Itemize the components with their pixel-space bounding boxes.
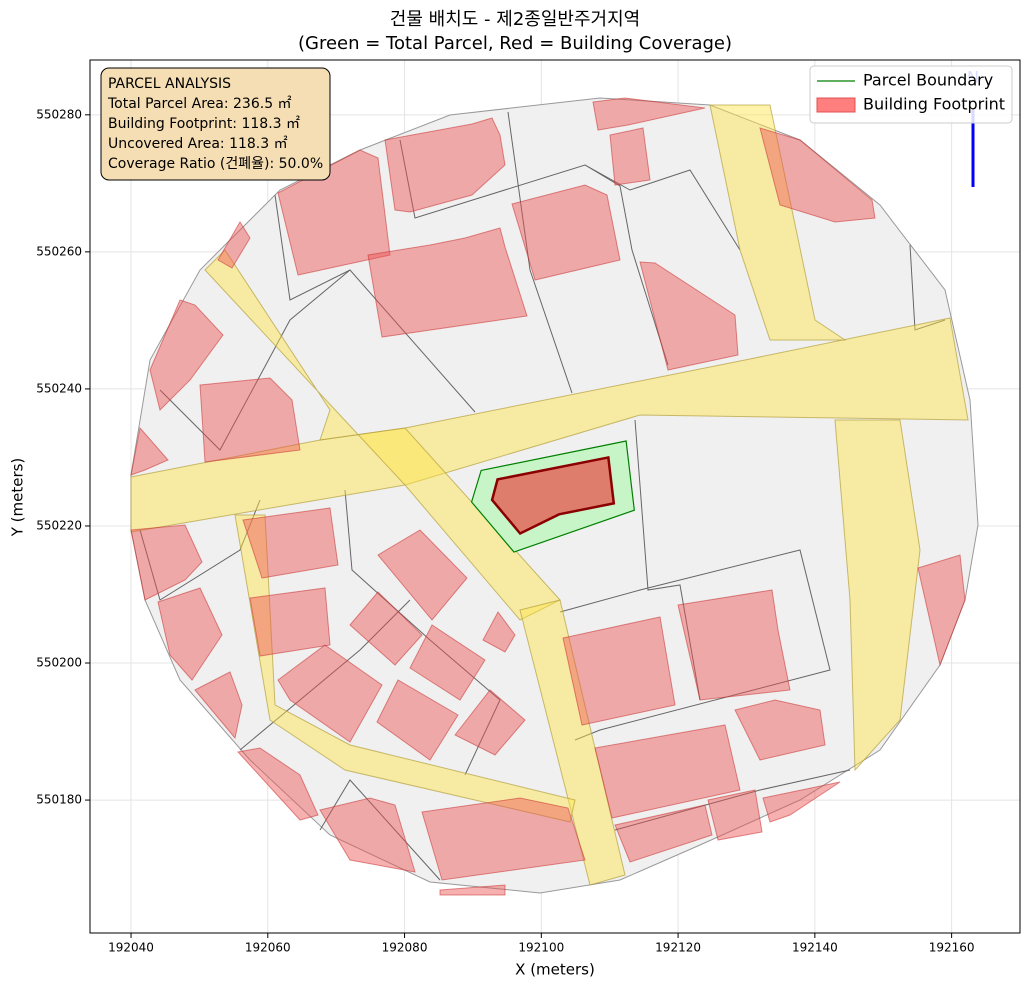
building [242, 507, 339, 579]
x-tick-label: 192060 [245, 941, 291, 955]
annotation-line: Building Footprint: 118.3 ㎡ [108, 116, 300, 132]
y-tick-label: 550260 [36, 244, 82, 258]
building [454, 689, 526, 756]
y-tick-label: 550200 [36, 656, 82, 670]
building [439, 884, 506, 896]
building [917, 554, 966, 667]
building [409, 624, 486, 701]
building [130, 524, 203, 601]
division-line [909, 244, 946, 331]
x-tick-label: 192160 [929, 941, 975, 955]
division-line [344, 489, 501, 776]
y-tick-label: 550180 [36, 793, 82, 807]
building [377, 529, 468, 621]
axes: 192040 192060 192080 192100 192120 192140 1921… [36, 107, 974, 954]
building [707, 789, 763, 841]
road [709, 104, 847, 341]
building [319, 797, 416, 873]
building [762, 781, 841, 823]
building [277, 644, 383, 743]
road [834, 419, 921, 772]
division-line [614, 769, 851, 831]
x-tick-label: 192080 [382, 941, 428, 955]
building [194, 671, 243, 740]
building [639, 261, 739, 371]
x-tick-label: 192120 [655, 941, 701, 955]
legend-box [809, 65, 1013, 124]
building [511, 184, 621, 281]
building [421, 797, 586, 881]
y-tick-label: 550220 [36, 518, 82, 532]
y-tick-label: 550240 [36, 381, 82, 395]
x-tick-label: 192040 [108, 941, 154, 955]
plot-frame [89, 59, 1021, 934]
division-line [584, 164, 669, 366]
division-line [139, 499, 261, 601]
division-line [274, 194, 476, 413]
annotation-line: PARCEL ANALYSIS [108, 76, 231, 92]
building [349, 591, 423, 666]
annotation-box [100, 67, 331, 181]
y-axis-label: Y (meters) [9, 458, 27, 538]
road [519, 599, 626, 886]
building [759, 127, 876, 223]
annotation-line: Uncovered Area: 118.3 ㎡ [108, 136, 288, 152]
building [149, 299, 224, 411]
chart-subtitle: (Green = Total Parcel, Red = Building Co… [298, 33, 732, 54]
building [237, 747, 319, 821]
legend-label: Building Footprint [863, 95, 1005, 114]
building [376, 679, 459, 761]
x-axis-label: X (meters) [515, 961, 595, 979]
road [204, 249, 561, 621]
building [249, 587, 331, 657]
legend-label: Parcel Boundary [863, 71, 993, 90]
building [367, 227, 528, 338]
annotation: PARCEL ANALYSIS Total Parcel Area: 236.5 … [107, 76, 323, 172]
building [594, 724, 741, 819]
division-line [239, 599, 411, 751]
division-line [559, 549, 831, 741]
building-polygon [490, 455, 616, 536]
division-line [159, 269, 351, 451]
x-tick-label: 192140 [792, 941, 838, 955]
roads [130, 104, 969, 886]
building [562, 616, 676, 726]
division-line [634, 419, 701, 701]
building [157, 587, 223, 681]
building [277, 149, 391, 276]
building [609, 127, 651, 186]
building [130, 426, 169, 476]
building [614, 804, 713, 863]
building [482, 611, 516, 653]
building [384, 117, 506, 213]
legend: Parcel Boundary Building Footprint [809, 65, 1013, 124]
building [677, 589, 791, 701]
x-tick-label: 192100 [518, 941, 564, 955]
building [734, 699, 826, 761]
data-layer [470, 440, 635, 553]
road [234, 514, 576, 823]
building [217, 221, 251, 269]
annotation-line: Total Parcel Area: 236.5 ㎡ [107, 96, 292, 112]
division-line [319, 779, 441, 881]
y-tick-label: 550280 [36, 107, 82, 121]
building [199, 377, 301, 463]
parcel-divisions [139, 111, 946, 881]
legend-swatch [816, 97, 856, 113]
buildings [130, 97, 966, 896]
annotation-line: Coverage Ratio (건폐율): 50.0% [108, 156, 323, 172]
chart-title: 건물 배치도 - 제2종일반주거지역 [390, 9, 640, 30]
division-line [399, 139, 741, 251]
division-line [507, 111, 573, 394]
building [592, 97, 706, 131]
